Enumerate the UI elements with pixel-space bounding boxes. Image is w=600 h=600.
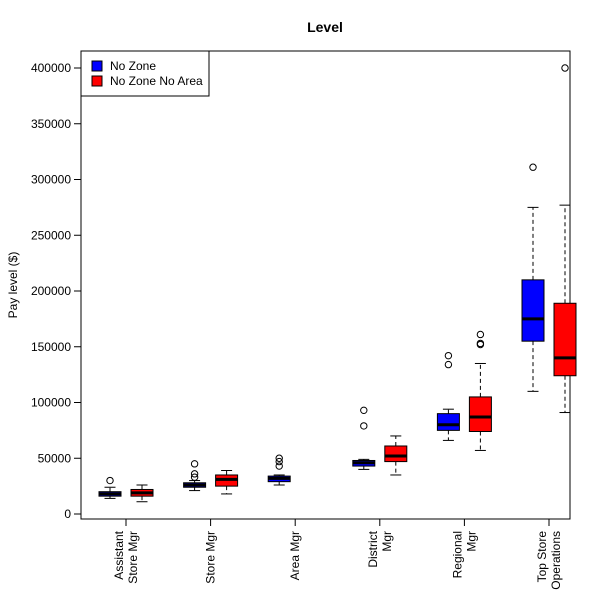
y-tick-label: 250000	[31, 228, 71, 242]
box	[553, 64, 577, 414]
y-tick-label: 150000	[31, 340, 71, 354]
y-tick-label: 400000	[31, 61, 71, 75]
legend-swatch	[91, 60, 103, 72]
legend-swatch	[91, 75, 103, 87]
box-outlier	[444, 351, 453, 360]
box	[267, 454, 291, 486]
box	[468, 330, 492, 451]
y-tick-label: 50000	[38, 451, 72, 465]
x-tick-label: Operations	[549, 531, 563, 590]
box	[384, 435, 408, 476]
box-outlier	[360, 406, 368, 415]
box-outlier	[275, 454, 283, 462]
y-tick-label: 300000	[31, 173, 71, 187]
x-tick-label: Store Mgr	[126, 531, 140, 584]
chart-title: Level	[307, 19, 343, 35]
x-tick-label: Assistant	[112, 530, 126, 579]
x-tick-label: Mgr	[380, 531, 394, 552]
box-outlier	[529, 163, 537, 171]
box	[215, 470, 239, 495]
box-outlier	[360, 422, 368, 430]
box-series-no-zone-no-area	[130, 64, 577, 503]
x-axis: Assistant Store Mgr Store Mgr Area Mgr Distr…	[112, 518, 563, 590]
box-body	[384, 445, 408, 463]
plot-frame	[80, 50, 571, 520]
x-tick-label: Top Store	[535, 531, 549, 583]
x-tick-label: Area Mgr	[288, 531, 302, 580]
y-tick-label: 350000	[31, 117, 71, 131]
box-outlier	[275, 457, 283, 466]
box	[98, 476, 122, 499]
y-axis-label: Pay level ($)	[6, 252, 20, 319]
box-body	[436, 413, 460, 431]
box-outlier	[275, 462, 283, 470]
box-outlier	[106, 476, 114, 485]
box-outlier	[190, 470, 199, 478]
y-tick-label: 100000	[31, 396, 71, 410]
box-outlier	[190, 460, 199, 468]
box-outlier	[444, 360, 453, 369]
legend-frame	[80, 50, 210, 97]
x-tick-label: Mgr	[464, 531, 478, 552]
box	[436, 351, 460, 441]
box-series-group	[98, 64, 577, 503]
legend-label: No Zone No Area	[110, 74, 203, 88]
x-tick-label: District	[366, 530, 380, 567]
x-tick-label: Regional	[450, 531, 464, 578]
box-outlier	[476, 330, 485, 339]
y-tick-label: 200000	[31, 284, 71, 298]
y-tick-label: 0	[64, 507, 71, 521]
box-body	[521, 279, 545, 342]
box-body	[468, 396, 492, 432]
legend-label: No Zone	[110, 59, 156, 73]
box-series-no-zone	[98, 163, 545, 499]
box	[183, 460, 207, 492]
box-outlier	[190, 473, 199, 481]
box-outlier	[476, 339, 485, 348]
box-body	[553, 302, 577, 377]
box	[352, 406, 376, 470]
box-outlier	[561, 64, 569, 72]
x-tick-label: Store Mgr	[204, 531, 218, 584]
box	[130, 484, 154, 503]
box	[521, 163, 545, 392]
y-axis: 0 50000 100000 150000 200000 250000 300000 3500…	[31, 61, 82, 521]
